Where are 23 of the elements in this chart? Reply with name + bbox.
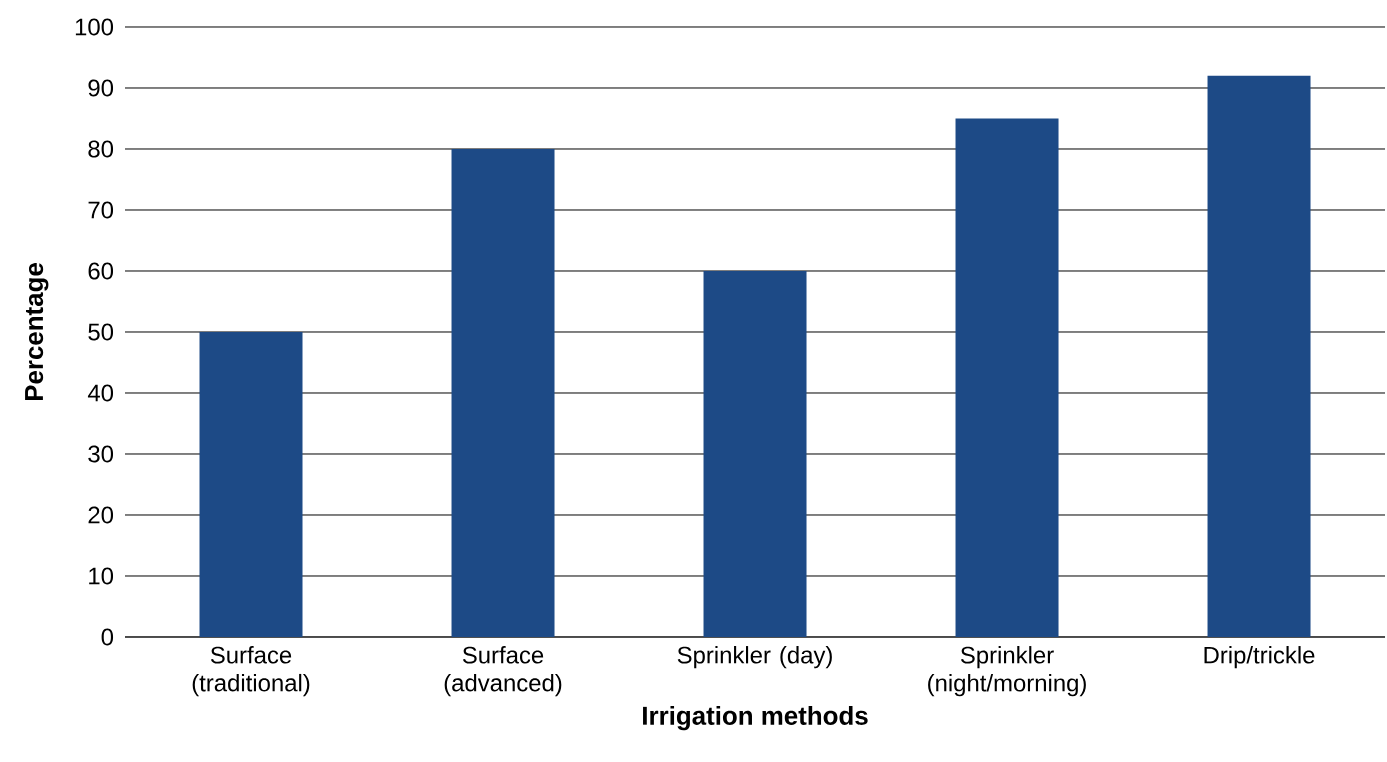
y-tick-label: 10 <box>89 567 114 585</box>
y-tick-label: 50 <box>88 323 114 341</box>
y-tick-label: 60 <box>88 262 114 280</box>
y-tick-label: 70 <box>88 201 114 219</box>
y-tick-label: 80 <box>88 140 114 158</box>
x-axis-title: Irrigation methods <box>643 705 868 731</box>
bar <box>955 118 1059 637</box>
y-axis-title: Percentage <box>25 263 49 401</box>
bar <box>199 331 303 637</box>
bar <box>1207 75 1311 637</box>
y-tick-label: 100 <box>75 18 114 36</box>
x-tick-label: Drip/trickle <box>1204 646 1315 669</box>
y-tick-label: 0 <box>101 628 114 646</box>
y-tick-label: 90 <box>88 79 114 97</box>
x-tick-label: Surface (traditional) <box>192 646 310 697</box>
bar <box>451 148 555 637</box>
y-tick-label: 30 <box>88 445 114 463</box>
x-tick-label: Surface (advanced) <box>444 646 562 697</box>
bar <box>703 270 807 637</box>
x-tick-label: Sprinkler (night/morning) <box>928 646 1086 697</box>
y-tick-label: 40 <box>87 384 114 402</box>
x-tick-label: Sprinkler (day) <box>677 646 832 669</box>
y-tick-label: 20 <box>88 506 114 524</box>
